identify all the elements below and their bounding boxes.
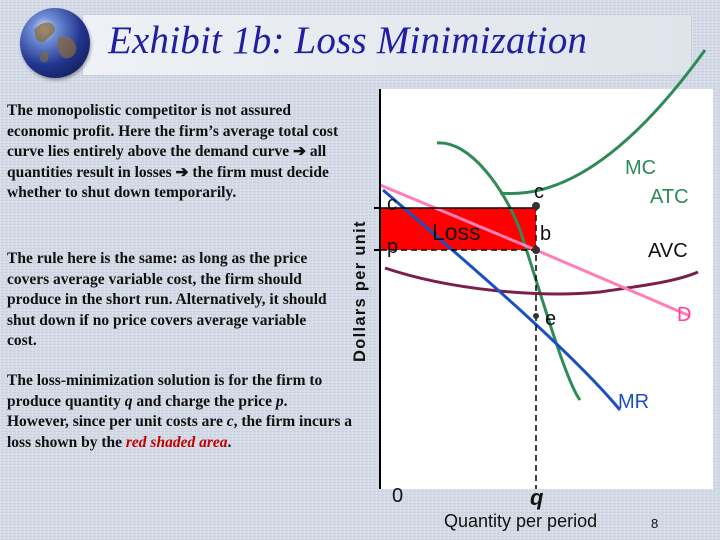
chart-area: [380, 89, 713, 489]
loss-label: Loss: [432, 219, 481, 245]
atc-label: ATC: [650, 186, 689, 208]
mr-curve: [382, 188, 622, 411]
point-b: [532, 246, 540, 254]
page-number: 8: [651, 516, 659, 531]
demand-label: D: [677, 304, 692, 326]
mr-label: MR: [618, 391, 650, 413]
intro-text-c: the firm must decide whether to shut dow…: [7, 163, 329, 202]
globe-icon: [20, 8, 90, 78]
solution-paragraph: The loss-minimization solution is for th…: [7, 371, 352, 453]
arrow-right-icon: ➔: [293, 143, 306, 161]
tick-label-q: q: [530, 485, 544, 510]
tick-label-p: p: [387, 236, 399, 258]
point-c-label: c: [534, 181, 544, 203]
y-axis-label: Dollars per unit: [351, 220, 369, 362]
slide-title: Exhibit 1b: Loss Minimization: [108, 19, 588, 62]
solution-var-c: c: [226, 413, 234, 431]
mc-label: MC: [625, 157, 657, 179]
title-bar: [82, 14, 692, 76]
intro-paragraph: The monopolistic competitor is not assur…: [7, 101, 349, 204]
intro-text-b: all quantities result in losses: [7, 143, 327, 181]
tick-label-c: c: [387, 193, 397, 215]
intro-text-a: The monopolistic competitor is not assur…: [7, 102, 339, 161]
point-e: [533, 313, 539, 319]
atc-curve: [499, 49, 707, 196]
point-e-label: e: [545, 308, 557, 330]
solution-red-text: red shaded area: [125, 433, 228, 451]
solution-var-p: p: [275, 392, 284, 410]
point-b-label: b: [540, 223, 552, 245]
loss-area: [381, 208, 536, 250]
rule-paragraph: The rule here is the same: as long as th…: [7, 250, 327, 350]
arrow-right-icon: ➔: [175, 163, 189, 181]
solution-text-d: , the firm incurs a loss shown by the: [7, 413, 352, 451]
solution-text-c: . However, since per unit costs are: [7, 392, 288, 431]
avc-label: AVC: [648, 240, 688, 262]
solution-var-q: q: [124, 392, 133, 410]
mc-curve: [436, 141, 582, 401]
origin-label: 0: [392, 485, 404, 507]
solution-text-a: The loss-minimization solution is for th…: [7, 372, 323, 410]
solution-text-b: and charge the price: [132, 392, 276, 410]
point-c: [532, 202, 540, 210]
avc-curve: [384, 266, 699, 296]
x-axis-label: Quantity per period: [444, 511, 598, 531]
solution-text-e: .: [227, 433, 232, 451]
